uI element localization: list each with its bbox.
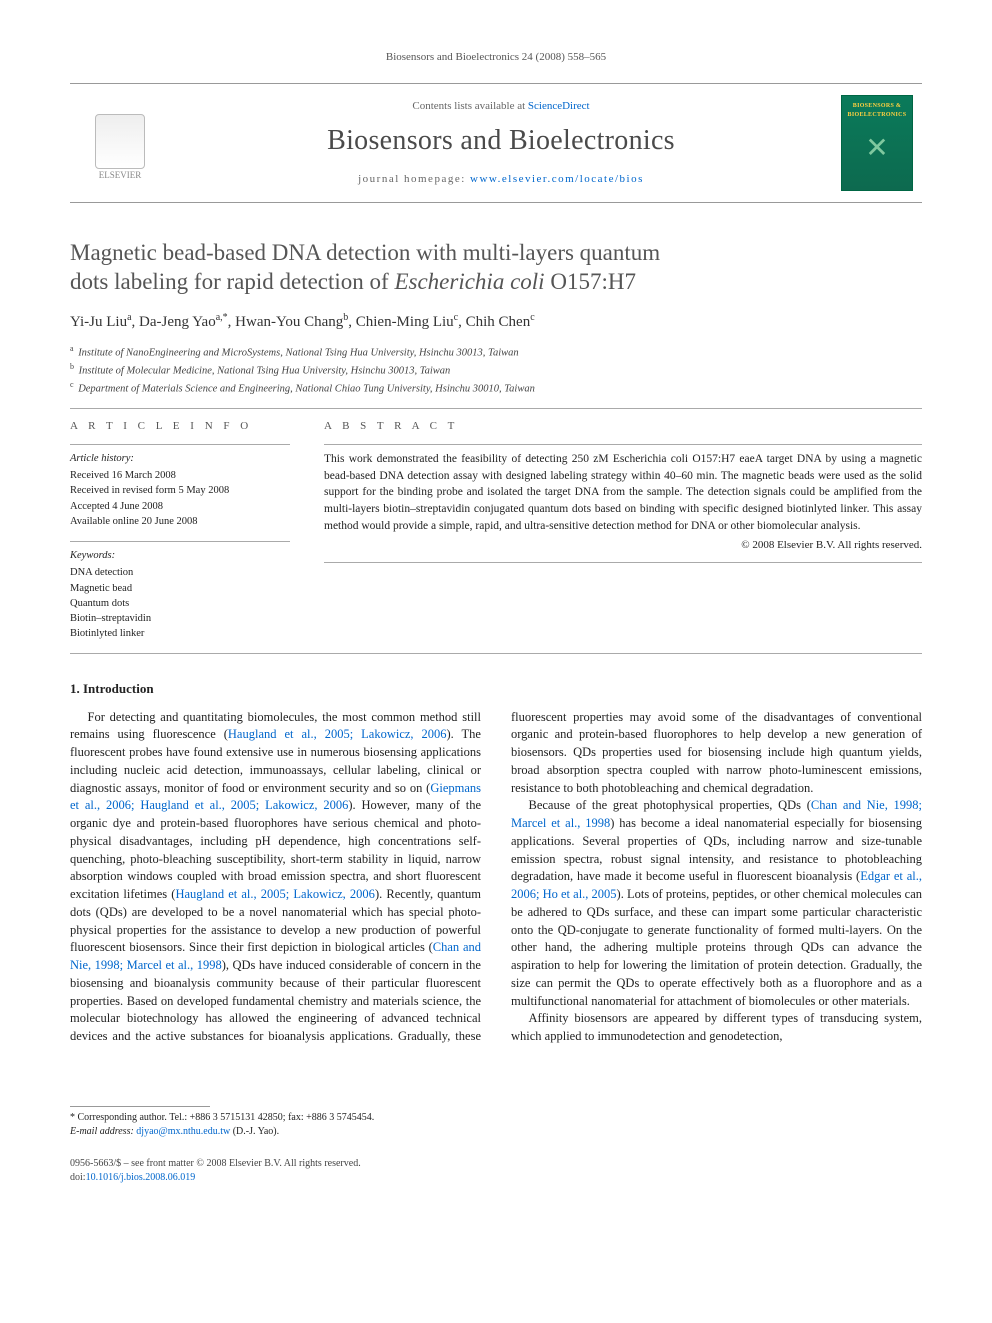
history-revised: Received in revised form 5 May 2008 — [70, 483, 290, 498]
keyword: Biotin–streptavidin — [70, 611, 290, 626]
affiliation: c Department of Materials Science and En… — [70, 379, 922, 397]
keyword: Biotinlyted linker — [70, 626, 290, 641]
homepage-line: journal homepage: www.elsevier.com/locat… — [170, 172, 832, 187]
abstract-heading: A B S T R A C T — [324, 419, 922, 434]
front-matter-line: 0956-5663/$ – see front matter © 2008 El… — [70, 1157, 922, 1171]
keyword: Magnetic bead — [70, 581, 290, 596]
doi-prefix: doi: — [70, 1172, 86, 1183]
email-link[interactable]: djyao@mx.nthu.edu.tw — [136, 1126, 230, 1137]
journal-banner: ELSEVIER Contents lists available at Sci… — [70, 83, 922, 203]
doi-link[interactable]: 10.1016/j.bios.2008.06.019 — [86, 1172, 196, 1183]
citation-link[interactable]: Haugland et al., 2005; Lakowicz, 2006 — [175, 887, 374, 901]
affiliations: a Institute of NanoEngineering and Micro… — [70, 343, 922, 398]
email-label: E-mail address: — [70, 1126, 136, 1137]
title-line2c: O157:H7 — [545, 269, 636, 294]
contents-line: Contents lists available at ScienceDirec… — [170, 99, 832, 114]
cover-graphic-icon: ✕ — [865, 129, 888, 168]
corresponding-author: * Corresponding author. Tel.: +886 3 571… — [70, 1111, 922, 1125]
sciencedirect-link[interactable]: ScienceDirect — [528, 100, 590, 112]
journal-cover-thumbnail: BIOSENSORS & BIOELECTRONICS ✕ — [841, 95, 913, 191]
history-accepted: Accepted 4 June 2008 — [70, 499, 290, 514]
running-head: Biosensors and Bioelectronics 24 (2008) … — [70, 50, 922, 65]
cover-thumb-title: BIOSENSORS & BIOELECTRONICS — [842, 102, 912, 119]
title-species: Escherichia coli — [394, 269, 544, 294]
affiliation: b Institute of Molecular Medicine, Natio… — [70, 361, 922, 379]
body-p3: Affinity biosensors are appeared by diff… — [511, 1011, 922, 1043]
email-suffix: (D.-J. Yao). — [230, 1126, 279, 1137]
title-line2a: dots labeling for rapid detection of — [70, 269, 394, 294]
article-info-heading: A R T I C L E I N F O — [70, 419, 290, 434]
title-line1: Magnetic bead-based DNA detection with m… — [70, 240, 660, 265]
keyword: DNA detection — [70, 565, 290, 580]
affiliation: a Institute of NanoEngineering and Micro… — [70, 343, 922, 361]
cover-thumb-area: BIOSENSORS & BIOELECTRONICS ✕ — [832, 84, 922, 202]
homepage-link[interactable]: www.elsevier.com/locate/bios — [470, 173, 644, 185]
elsevier-logo: ELSEVIER — [85, 114, 155, 194]
citation-link[interactable]: Haugland et al., 2005; Lakowicz, 2006 — [228, 727, 447, 741]
elsevier-tree-icon — [95, 114, 145, 169]
abstract-text: This work demonstrated the feasibility o… — [324, 451, 922, 534]
publisher-name: ELSEVIER — [99, 169, 142, 182]
history-label: Article history: — [70, 451, 290, 466]
article-title: Magnetic bead-based DNA detection with m… — [70, 239, 922, 297]
keywords-block: Keywords: DNA detection Magnetic bead Qu… — [70, 548, 290, 641]
section-heading-intro: 1. Introduction — [70, 680, 922, 698]
footnotes: * Corresponding author. Tel.: +886 3 571… — [70, 1111, 922, 1139]
article-info-column: A R T I C L E I N F O Article history: R… — [70, 419, 290, 654]
footnote-separator — [70, 1106, 210, 1107]
homepage-prefix: journal homepage: — [358, 173, 470, 185]
publisher-logo-area: ELSEVIER — [70, 84, 170, 202]
abstract-column: A B S T R A C T This work demonstrated t… — [324, 419, 922, 654]
footer-copyright: 0956-5663/$ – see front matter © 2008 El… — [70, 1157, 922, 1185]
keywords-label: Keywords: — [70, 548, 290, 563]
body-p1c: ). However, many of the organic dye and … — [70, 798, 481, 901]
body-p2c: ). Lots of proteins, peptides, or other … — [511, 887, 922, 1008]
article-history: Article history: Received 16 March 2008 … — [70, 451, 290, 529]
body-p2a: Because of the great photophysical prope… — [529, 798, 811, 812]
contents-prefix: Contents lists available at — [412, 100, 527, 112]
journal-name: Biosensors and Bioelectronics — [170, 121, 832, 160]
history-received: Received 16 March 2008 — [70, 468, 290, 483]
body-text: For detecting and quantitating biomolecu… — [70, 709, 922, 1046]
abstract-copyright: © 2008 Elsevier B.V. All rights reserved… — [324, 538, 922, 553]
history-online: Available online 20 June 2008 — [70, 514, 290, 529]
divider — [70, 408, 922, 409]
keyword: Quantum dots — [70, 596, 290, 611]
author-list: Yi-Ju Liua, Da-Jeng Yaoa,*, Hwan-You Cha… — [70, 311, 922, 333]
